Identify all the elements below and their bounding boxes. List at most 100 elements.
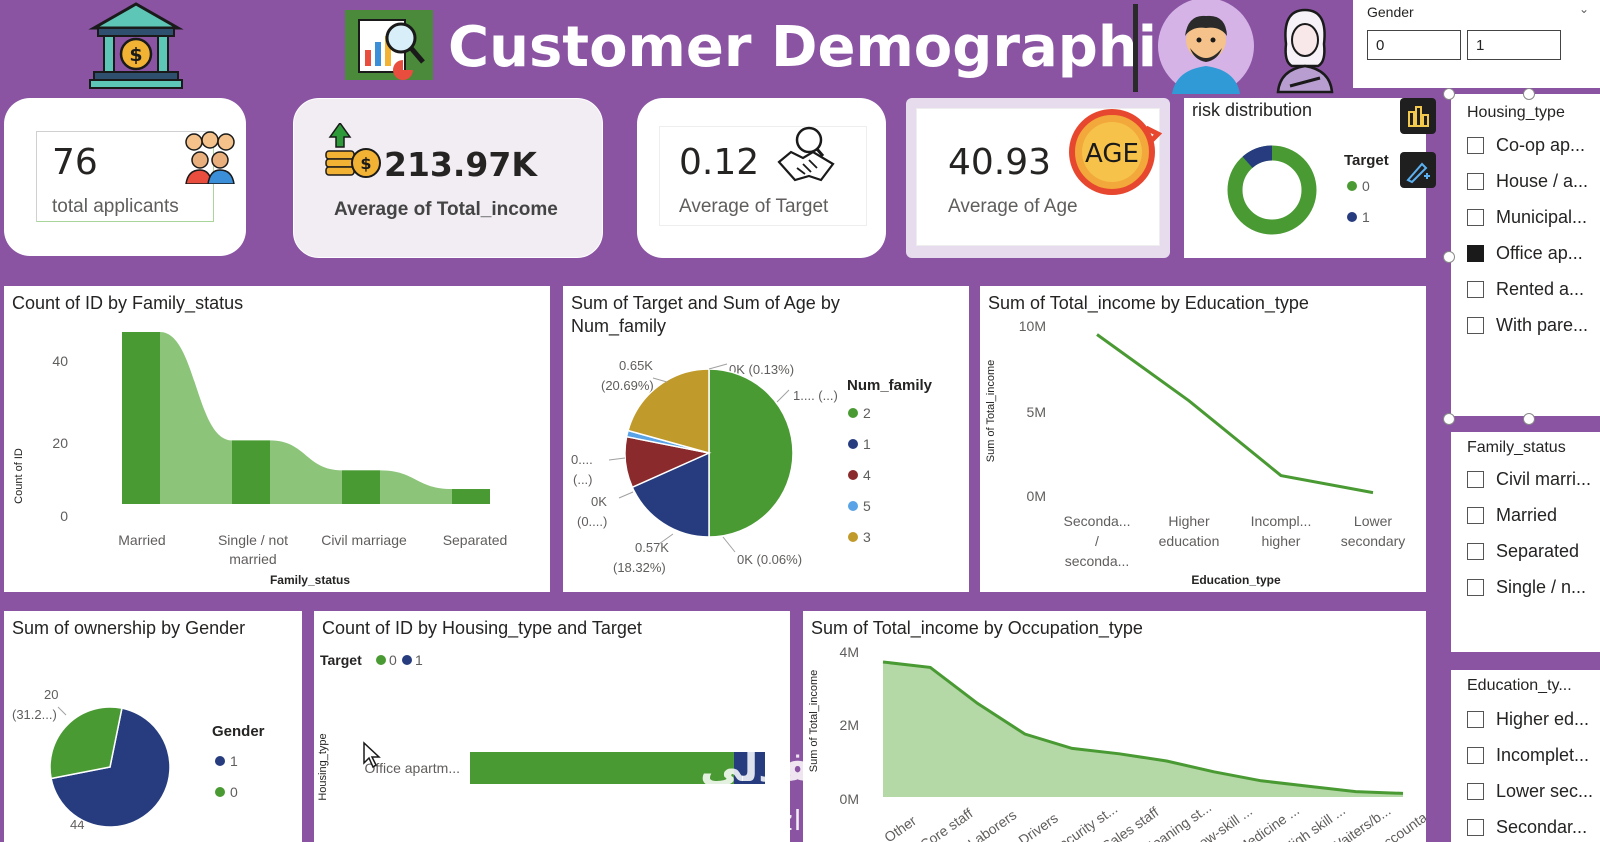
legend-label-1: 1 [230, 753, 238, 769]
analytics-icon [345, 10, 433, 80]
legend-label-2: 2 [863, 405, 871, 421]
resize-handle[interactable] [1443, 88, 1455, 100]
pie-slice-4 [627, 368, 710, 454]
checkbox[interactable] [1467, 470, 1484, 488]
x-tick: Higher [1168, 513, 1210, 529]
pie-label: 1.... (...) [793, 388, 838, 403]
housing-slicer-title: Housing_type [1467, 104, 1565, 121]
gender-max-input[interactable]: 1 [1467, 30, 1561, 60]
checkbox[interactable] [1467, 136, 1484, 154]
people-group-icon [180, 128, 238, 185]
checkbox[interactable] [1467, 818, 1484, 836]
housing-option-5[interactable]: With pare... [1467, 312, 1588, 338]
family-option-label: Married [1496, 504, 1558, 525]
kpi-applicants-value: 76 [52, 142, 98, 183]
housing-option-4[interactable]: Rented a... [1467, 276, 1584, 302]
risk-legend-title: Target [1344, 152, 1389, 169]
x-tick: / [1095, 533, 1099, 549]
legend-dot-1 [848, 439, 858, 449]
housing-option-1[interactable]: House / a... [1467, 168, 1588, 194]
education-option-2[interactable]: Lower sec... [1467, 778, 1593, 804]
series-line [1096, 333, 1374, 495]
watermark-latin: nafezly.com [712, 804, 889, 837]
resize-handle[interactable] [1523, 88, 1535, 100]
checkbox-checked[interactable] [1467, 244, 1484, 262]
legend-dot-1 [215, 756, 225, 766]
checkbox[interactable] [1467, 746, 1484, 764]
housing-option-0[interactable]: Co-op ap... [1467, 132, 1585, 158]
y-axis-label: Count of ID [13, 448, 25, 504]
housing-option-3[interactable]: Office ap... [1467, 240, 1583, 266]
y-tick: 2M [840, 717, 859, 733]
y-tick: Office apartm... [365, 760, 460, 776]
series-line [882, 660, 1404, 795]
bar-0 [122, 332, 160, 504]
checkbox[interactable] [1467, 506, 1484, 524]
resize-handle[interactable] [1443, 413, 1455, 425]
x-tick: higher [1262, 533, 1301, 549]
gender-min-input[interactable]: 0 [1367, 30, 1461, 60]
chevron-down-icon[interactable]: ⌄ [1579, 2, 1590, 16]
family-option-0[interactable]: Civil marri... [1467, 466, 1591, 492]
handshake-search-icon [775, 122, 839, 186]
education-option-1[interactable]: Incomplet... [1467, 742, 1589, 768]
format-brush-button[interactable] [1400, 152, 1436, 188]
family-option-label: Separated [1496, 540, 1580, 561]
family-option-label: Civil marri... [1496, 468, 1591, 489]
risk-title: risk distribution [1192, 100, 1313, 120]
pie-label: (0....) [577, 514, 607, 529]
checkbox[interactable] [1467, 172, 1484, 190]
resize-handle[interactable] [1523, 413, 1535, 425]
housing-option-2[interactable]: Municipal... [1467, 204, 1587, 230]
y-tick: 20 [52, 435, 68, 451]
resize-handle[interactable] [1443, 251, 1455, 263]
kpi-target-label: Average of Target [679, 196, 829, 217]
risk-distribution-card: risk distribution Target 0 1 [1184, 98, 1426, 258]
y-tick: 4M [840, 644, 859, 660]
pie-label: 20 [44, 687, 58, 702]
legend-title: Target [320, 652, 362, 668]
education-income-chart: Sum of Total_income by Education_type Su… [980, 286, 1426, 592]
series-area [883, 662, 1403, 797]
checkbox[interactable] [1467, 782, 1484, 800]
pie-label: 0K (0.13%) [729, 362, 794, 377]
legend-dot-1 [402, 655, 412, 665]
family-option-3[interactable]: Single / n... [1467, 574, 1586, 600]
x-tick: education [1159, 533, 1220, 549]
checkbox[interactable] [1467, 578, 1484, 596]
legend-dot-4 [848, 470, 858, 480]
checkbox[interactable] [1467, 710, 1484, 728]
pie-slice-1 [49, 706, 123, 780]
risk-donut-slice-1 [1242, 145, 1273, 169]
x-axis-label: Education_type [1191, 573, 1281, 587]
education-option-0[interactable]: Higher ed... [1467, 706, 1589, 732]
housing-option-label: Co-op ap... [1496, 134, 1586, 155]
pie-label: 0.57K [635, 540, 669, 555]
checkbox[interactable] [1467, 280, 1484, 298]
male-avatar-icon [1158, 0, 1254, 94]
kpi-income-label: Average of Total_income [334, 199, 558, 220]
chart-title: Count of ID by Family_status [12, 293, 244, 313]
checkbox[interactable] [1467, 316, 1484, 334]
y-tick: 40 [52, 353, 68, 369]
x-tick: secondary [1341, 533, 1406, 549]
checkbox[interactable] [1467, 542, 1484, 560]
legend-dot-0 [215, 787, 225, 797]
y-tick: 0M [1027, 488, 1046, 504]
visual-icon-button[interactable] [1400, 98, 1436, 134]
x-tick: Drivers [1015, 810, 1061, 842]
chart-title: Count of ID by Housing_type and Target [322, 618, 642, 638]
education-option-3[interactable]: Secondar... [1467, 814, 1587, 840]
pie-label: 44 [70, 817, 84, 832]
family-option-2[interactable]: Separated [1467, 538, 1579, 564]
checkbox[interactable] [1467, 208, 1484, 226]
family-option-1[interactable]: Married [1467, 502, 1557, 528]
kpi-target-value: 0.12 [679, 142, 760, 183]
legend-title: Num_family [847, 377, 933, 394]
leader-line-0 [57, 706, 67, 716]
pie-label: (18.32%) [613, 560, 666, 575]
legend-label-3: 3 [863, 529, 871, 545]
risk-legend-dot-0 [1347, 181, 1357, 191]
legend-label-1: 1 [415, 652, 423, 668]
education-option-label: Incomplet... [1496, 744, 1590, 765]
